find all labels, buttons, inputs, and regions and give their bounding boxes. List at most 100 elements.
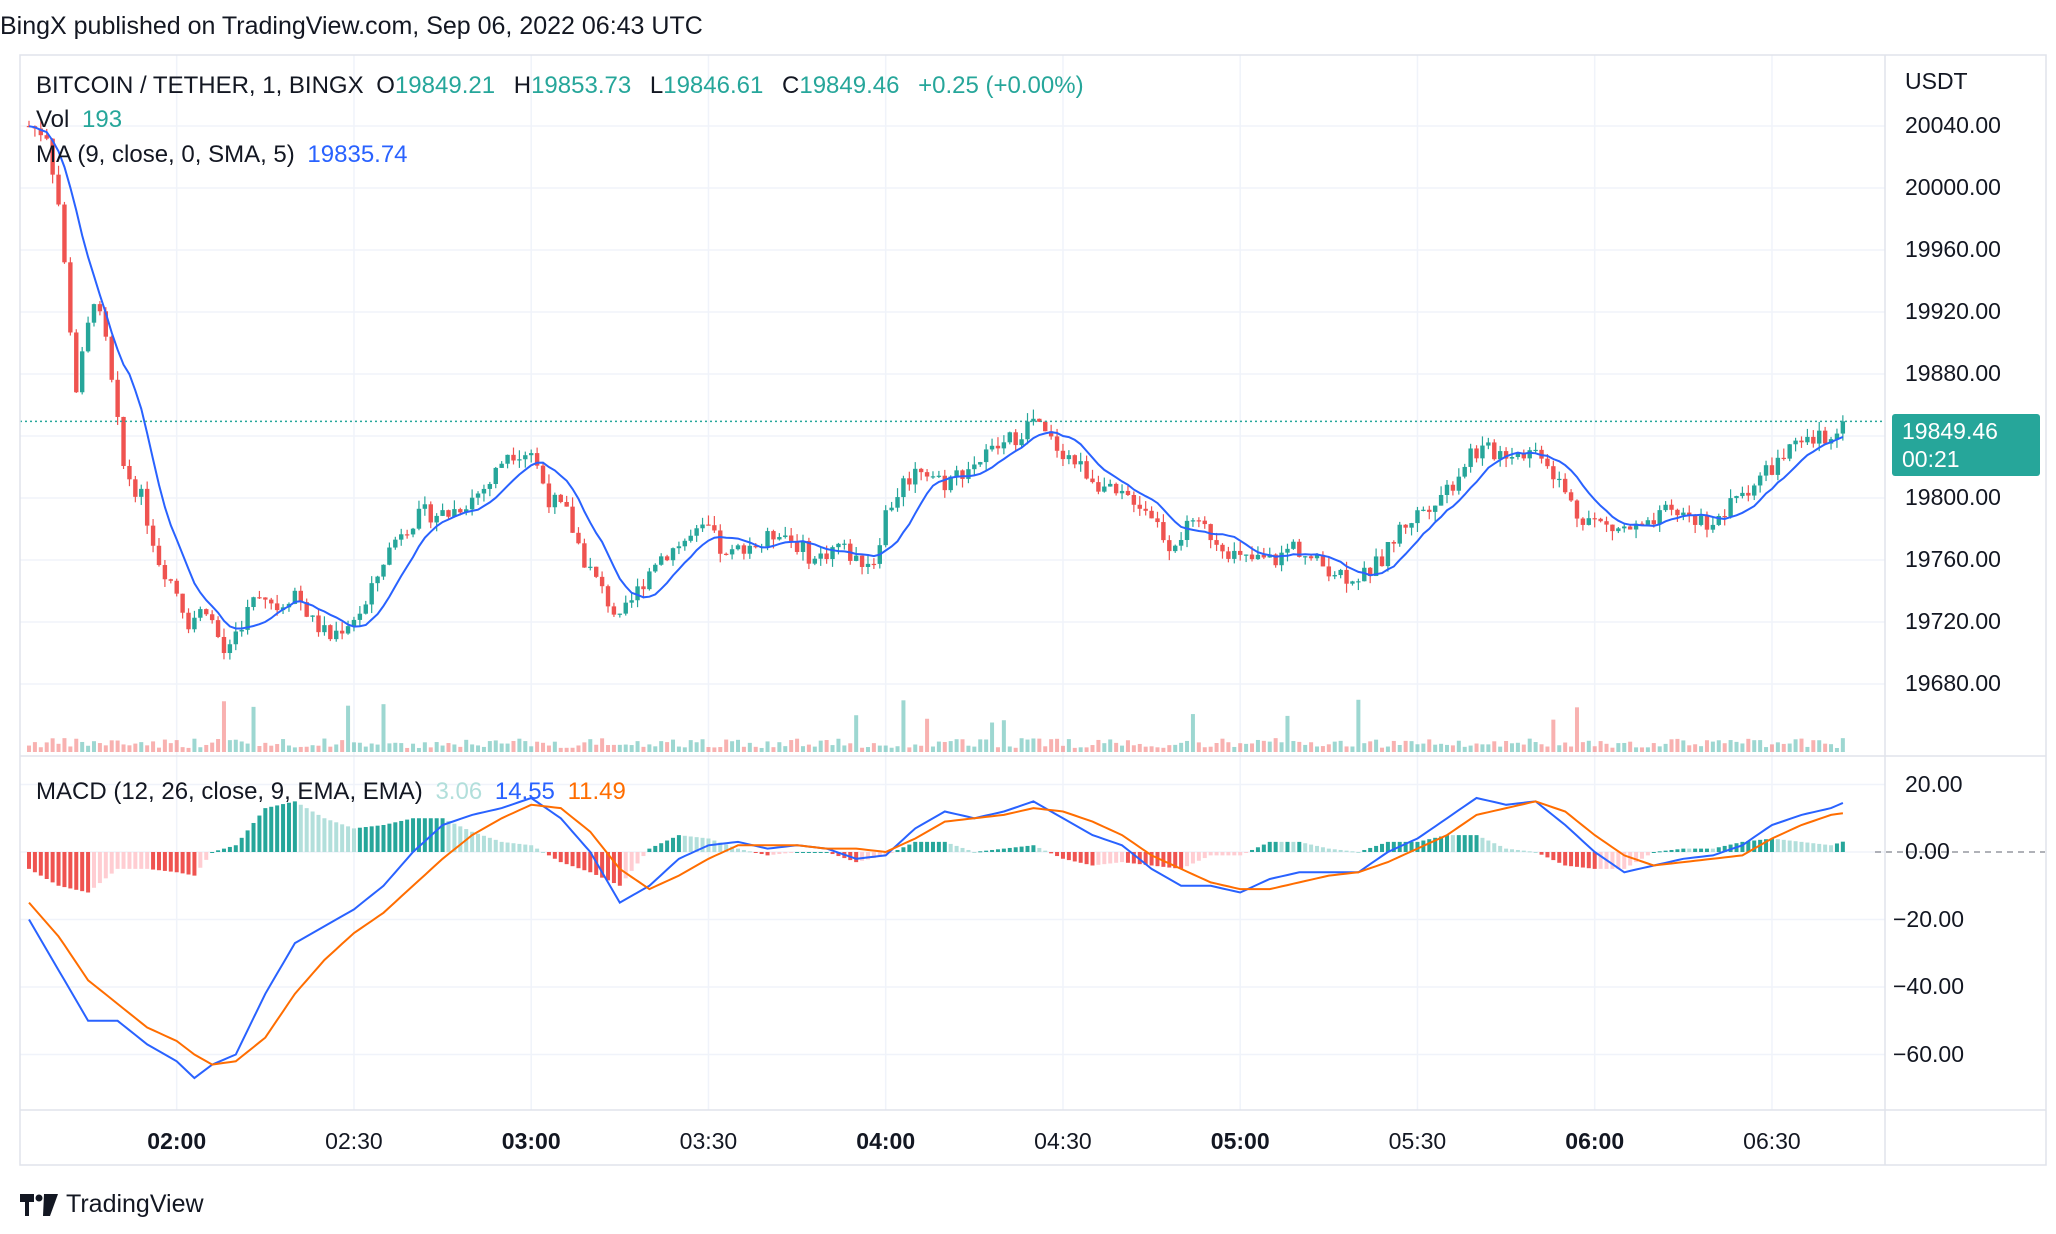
macd-hist-bar xyxy=(1013,847,1018,852)
candle-body xyxy=(1232,550,1237,559)
candle-body xyxy=(1184,520,1190,540)
macd-hist-bar xyxy=(984,850,989,852)
candle-body xyxy=(1616,528,1621,532)
macd-hist-bar xyxy=(1385,841,1390,852)
macd-hist-bar xyxy=(1185,852,1190,867)
candle-body xyxy=(647,571,652,590)
macd-hist-bar xyxy=(1125,852,1130,863)
volume-bar xyxy=(1811,740,1816,752)
volume-bar xyxy=(1220,738,1225,752)
macd-hist-bar xyxy=(1657,851,1662,853)
volume-bar xyxy=(44,742,49,752)
macd-hist-bar xyxy=(399,820,404,852)
volume-bar xyxy=(245,743,250,752)
macd-hist-bar xyxy=(257,815,262,852)
candle-body xyxy=(97,304,103,312)
macd-hist-bar xyxy=(233,845,238,852)
volume-bar xyxy=(1332,741,1337,752)
candle-body xyxy=(452,509,457,517)
volume-bar xyxy=(836,738,841,752)
candle-body xyxy=(1196,520,1202,522)
volume-bar xyxy=(930,746,935,752)
macd-hist-bar xyxy=(1291,841,1296,852)
candle-body xyxy=(1805,436,1810,443)
candle-body xyxy=(1025,421,1030,440)
candle-body xyxy=(103,311,109,337)
macd-hist-bar xyxy=(753,852,758,853)
volume-bar xyxy=(818,740,823,752)
candle-body xyxy=(499,463,504,468)
candle-body xyxy=(1060,450,1066,460)
macd-hist-bar xyxy=(1793,841,1798,852)
macd-hist-bar xyxy=(1309,844,1314,852)
volume-bar xyxy=(56,743,61,752)
macd-hist-bar xyxy=(1196,852,1201,861)
ma-label[interactable]: MA (9, close, 0, SMA, 5) xyxy=(36,141,295,168)
macd-hist-bar xyxy=(204,852,209,860)
candle-body xyxy=(1604,521,1609,525)
volume-bar xyxy=(109,740,114,752)
volume-bar xyxy=(1598,741,1603,752)
volume-bar xyxy=(1787,743,1792,752)
candle-body xyxy=(428,504,433,523)
volume-bar xyxy=(1338,740,1343,752)
volume-bar xyxy=(1190,714,1195,752)
candle-body xyxy=(1740,492,1745,497)
symbol-label[interactable]: BITCOIN / TETHER, 1, BINGX xyxy=(36,72,364,99)
volume-bar xyxy=(972,746,977,752)
macd-hist-bar xyxy=(1610,852,1615,869)
volume-bar xyxy=(1409,741,1414,752)
volume-bar xyxy=(1799,738,1804,752)
candle-body xyxy=(1509,457,1515,459)
macd-hist-bar xyxy=(925,841,930,852)
candle-body xyxy=(1320,554,1326,567)
macd-hist-bar xyxy=(1090,852,1095,866)
candle-body xyxy=(1432,505,1438,512)
volume-bar xyxy=(1309,742,1314,752)
volume-bar xyxy=(1840,738,1845,752)
macd-hist-bar xyxy=(806,852,811,853)
macd-hist-bar xyxy=(535,848,540,852)
macd-hist-bar xyxy=(1332,849,1337,852)
volume-bar xyxy=(1551,719,1556,752)
macd-hist-bar xyxy=(659,843,664,852)
candle-body xyxy=(1356,581,1361,583)
macd-hist-bar xyxy=(960,847,965,852)
macd-hist-bar xyxy=(1569,852,1574,867)
volume-label[interactable]: Vol xyxy=(36,106,70,133)
candle-body xyxy=(304,602,309,617)
candle-body xyxy=(806,540,812,564)
candle-body xyxy=(1415,510,1420,524)
macd-hist-bar xyxy=(1108,852,1113,864)
volume-bar xyxy=(659,741,664,752)
volume-bar xyxy=(1356,699,1361,752)
candle-body xyxy=(871,563,877,566)
candle-body xyxy=(292,590,298,604)
macd-hist-bar xyxy=(56,852,61,886)
tradingview-footer[interactable]: TradingView xyxy=(20,1190,204,1219)
macd-hist-bar xyxy=(871,852,876,859)
macd-hist-bar xyxy=(558,852,563,863)
volume-bar xyxy=(1208,746,1213,752)
volume-bar xyxy=(1793,739,1798,752)
candle-body xyxy=(1438,494,1444,506)
macd-label[interactable]: MACD (12, 26, close, 9, EMA, EMA) xyxy=(36,778,423,805)
macd-hist-bar xyxy=(913,841,918,852)
macd-hist-bar xyxy=(446,820,451,852)
macd-hist-bar xyxy=(27,852,31,869)
candle-body xyxy=(865,563,871,567)
macd-hist-bar xyxy=(995,849,1000,852)
candle-body xyxy=(357,613,363,620)
macd-hist-bar xyxy=(623,852,628,879)
volume-bar xyxy=(1090,745,1095,752)
candle-body xyxy=(345,626,351,634)
volume-bar xyxy=(1031,738,1036,752)
candle-body xyxy=(1627,526,1633,530)
candle-body xyxy=(1078,461,1083,465)
macd-hist-bar xyxy=(529,845,534,852)
macd-hist-bar xyxy=(1716,847,1721,852)
volume-bar xyxy=(1439,743,1444,752)
volume-bar xyxy=(1037,738,1042,752)
macd-hist-bar xyxy=(546,852,551,856)
